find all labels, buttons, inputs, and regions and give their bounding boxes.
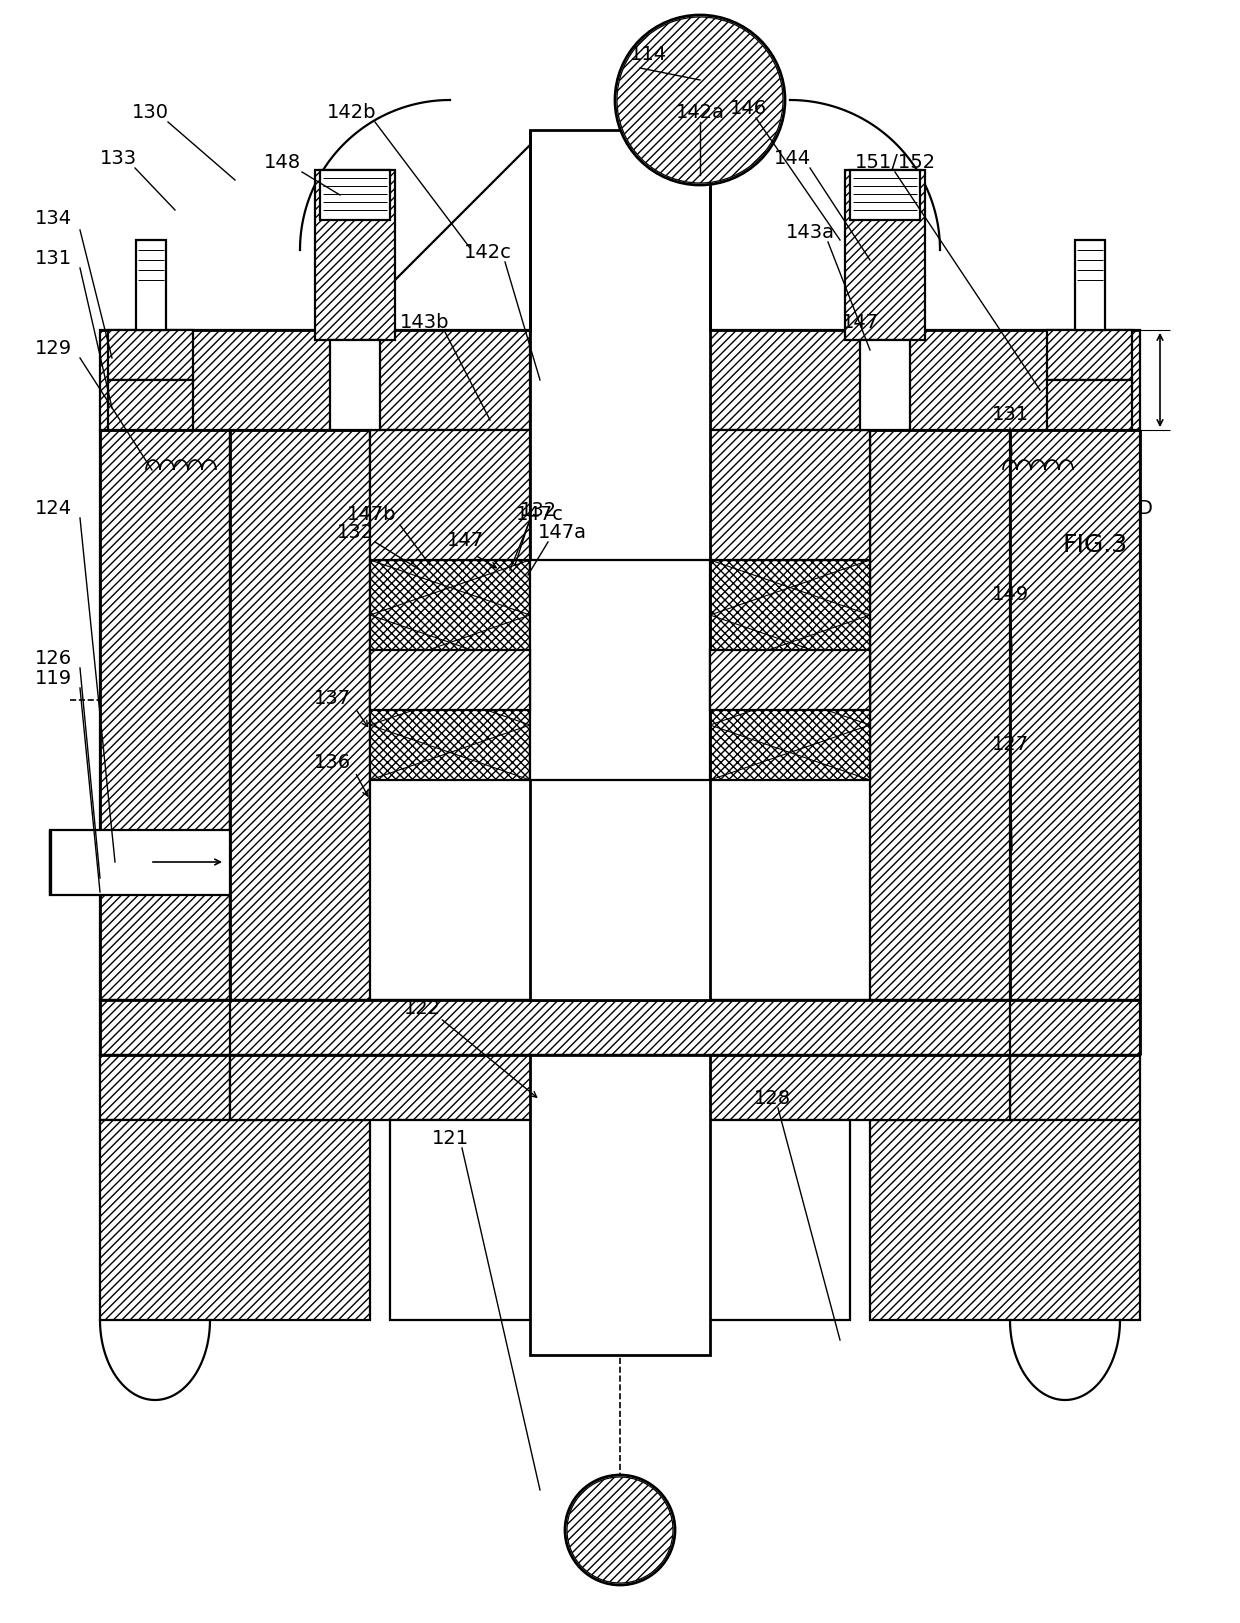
Text: 144: 144 bbox=[774, 148, 811, 167]
Bar bbox=[100, 1055, 229, 1120]
Ellipse shape bbox=[565, 1475, 675, 1586]
Text: 137: 137 bbox=[314, 688, 351, 708]
Bar bbox=[136, 240, 166, 329]
Text: D: D bbox=[1137, 498, 1152, 518]
Text: 136: 136 bbox=[314, 753, 351, 771]
Bar bbox=[529, 1055, 711, 1355]
Text: 147c: 147c bbox=[516, 505, 564, 524]
Text: 127: 127 bbox=[992, 735, 1028, 755]
Bar bbox=[844, 170, 925, 339]
Bar bbox=[711, 649, 870, 709]
Bar bbox=[100, 1000, 1140, 1055]
Text: 151/152: 151/152 bbox=[854, 153, 935, 172]
Bar bbox=[529, 560, 711, 781]
Bar bbox=[229, 1000, 1011, 1055]
Bar bbox=[1047, 329, 1132, 380]
Bar bbox=[315, 170, 396, 339]
Bar bbox=[108, 380, 193, 430]
Bar bbox=[320, 170, 391, 221]
Text: 119: 119 bbox=[35, 669, 72, 688]
Text: 143a: 143a bbox=[785, 222, 835, 242]
Bar bbox=[229, 1055, 1011, 1120]
Text: 142b: 142b bbox=[327, 102, 377, 122]
Bar bbox=[1011, 1055, 1140, 1120]
Text: FIG.3: FIG.3 bbox=[1063, 532, 1127, 557]
Bar bbox=[711, 560, 870, 781]
Text: 133: 133 bbox=[99, 148, 136, 167]
Text: 126: 126 bbox=[35, 649, 72, 667]
Bar bbox=[391, 1120, 849, 1319]
Bar bbox=[370, 430, 529, 560]
Text: 134: 134 bbox=[35, 208, 72, 227]
Text: 149: 149 bbox=[992, 586, 1028, 604]
Text: 143b: 143b bbox=[401, 313, 450, 331]
Bar bbox=[529, 329, 711, 430]
Bar bbox=[870, 1120, 1140, 1319]
Text: 131: 131 bbox=[992, 406, 1028, 425]
Bar bbox=[870, 430, 1011, 1000]
Bar bbox=[1047, 380, 1132, 430]
Bar bbox=[100, 1120, 370, 1319]
Text: 131: 131 bbox=[35, 248, 72, 268]
Text: 142a: 142a bbox=[676, 102, 724, 122]
Bar bbox=[100, 430, 229, 1000]
Bar bbox=[1011, 430, 1140, 1000]
Bar bbox=[529, 130, 711, 1000]
Bar bbox=[711, 430, 870, 560]
Text: 114: 114 bbox=[630, 45, 667, 65]
Text: 147b: 147b bbox=[347, 505, 397, 524]
Text: 121: 121 bbox=[432, 1128, 469, 1147]
Text: 128: 128 bbox=[754, 1089, 791, 1107]
Text: 132: 132 bbox=[336, 523, 373, 542]
Text: 146: 146 bbox=[729, 99, 766, 117]
Bar bbox=[370, 649, 529, 709]
Text: 130: 130 bbox=[131, 102, 169, 122]
Bar bbox=[229, 430, 370, 1000]
Bar bbox=[849, 170, 920, 221]
Bar bbox=[100, 329, 1140, 430]
Bar bbox=[50, 829, 229, 894]
Bar bbox=[108, 329, 193, 380]
Bar bbox=[1075, 240, 1105, 329]
Bar bbox=[330, 339, 379, 430]
Text: 142c: 142c bbox=[464, 242, 512, 261]
Text: 122: 122 bbox=[403, 998, 440, 1018]
Text: 147: 147 bbox=[842, 313, 879, 331]
Text: 132: 132 bbox=[520, 500, 557, 519]
Bar bbox=[370, 560, 529, 781]
Ellipse shape bbox=[615, 15, 785, 185]
Bar bbox=[861, 339, 910, 430]
Text: 129: 129 bbox=[35, 339, 72, 357]
Text: 124: 124 bbox=[35, 498, 72, 518]
Text: 147a: 147a bbox=[537, 523, 587, 542]
Text: 148: 148 bbox=[263, 153, 300, 172]
Text: 147: 147 bbox=[446, 531, 484, 550]
